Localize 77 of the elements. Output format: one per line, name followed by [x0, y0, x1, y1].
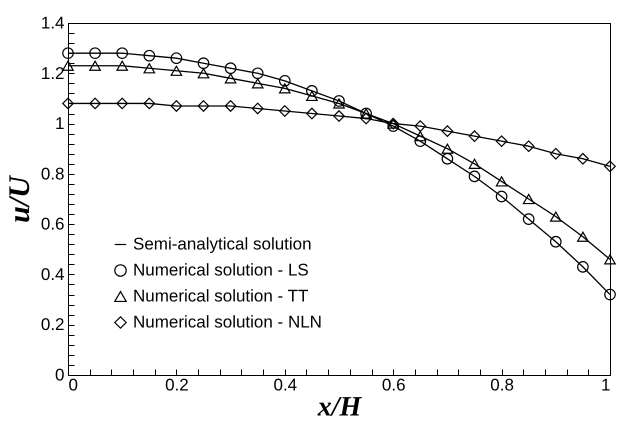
x-tick-label: 0	[68, 376, 78, 394]
point	[414, 131, 426, 142]
y-tick-label: 0.6	[40, 214, 64, 234]
x-tick-label: 0.8	[490, 376, 514, 394]
point	[468, 170, 480, 182]
point	[604, 254, 616, 264]
point	[577, 232, 589, 242]
point	[360, 112, 372, 124]
point	[522, 194, 535, 204]
point	[224, 100, 236, 112]
point	[198, 57, 210, 70]
point	[550, 211, 562, 222]
point	[522, 140, 535, 152]
point	[224, 62, 236, 74]
point	[550, 148, 562, 160]
y-axis-title: u/U	[2, 174, 36, 223]
point	[143, 63, 156, 74]
legend-label: Numerical solution - TT	[133, 286, 308, 306]
point	[604, 160, 616, 172]
point	[604, 288, 616, 300]
point	[89, 98, 101, 110]
point	[442, 125, 454, 137]
point	[278, 105, 291, 117]
point	[442, 152, 454, 165]
point	[468, 158, 480, 169]
point	[333, 110, 345, 122]
point	[198, 68, 210, 78]
x-tick-label: 0.2	[165, 376, 189, 394]
y-tick-label: 1.4	[40, 14, 64, 32]
point	[198, 100, 210, 112]
point	[496, 135, 508, 148]
point	[143, 98, 156, 110]
y-tick-label: 0.8	[40, 164, 64, 184]
point	[116, 60, 128, 71]
y-tick-label: 1	[55, 114, 64, 134]
point	[143, 50, 156, 62]
point	[89, 60, 101, 71]
point	[522, 213, 535, 225]
point	[278, 74, 291, 87]
point	[496, 190, 508, 202]
y-tick-label: 1.2	[40, 64, 64, 83]
point	[306, 85, 318, 97]
point	[62, 98, 74, 110]
legend-label: Semi-analytical solution	[133, 234, 312, 254]
point	[252, 67, 264, 80]
point	[414, 120, 426, 132]
legend-label: Numerical solution - NLN	[133, 312, 322, 332]
point	[306, 90, 318, 102]
point	[387, 120, 400, 132]
point	[577, 261, 589, 273]
y-tick-label: 0.4	[40, 264, 64, 284]
point	[442, 144, 454, 154]
point	[252, 102, 264, 114]
point	[170, 66, 182, 76]
point	[116, 98, 128, 110]
point	[550, 236, 562, 248]
y-tick-label: 0.2	[40, 315, 64, 334]
point	[252, 78, 264, 88]
point	[224, 73, 236, 84]
point	[62, 47, 74, 60]
point	[306, 108, 318, 120]
x-tick-label: 0.6	[382, 376, 406, 394]
legend-label: Numerical solution - LS	[133, 260, 309, 280]
point	[170, 100, 182, 112]
point	[170, 52, 182, 64]
point	[468, 130, 480, 142]
point	[414, 135, 426, 148]
point	[333, 95, 345, 107]
x-axis-title: x/H	[316, 392, 362, 422]
x-tick-label: 1	[601, 376, 610, 394]
point	[278, 83, 291, 94]
point	[89, 47, 101, 60]
point	[496, 176, 508, 187]
x-tick-label: 0.4	[273, 376, 298, 394]
point	[333, 98, 345, 109]
point	[116, 47, 128, 60]
point	[577, 152, 589, 165]
